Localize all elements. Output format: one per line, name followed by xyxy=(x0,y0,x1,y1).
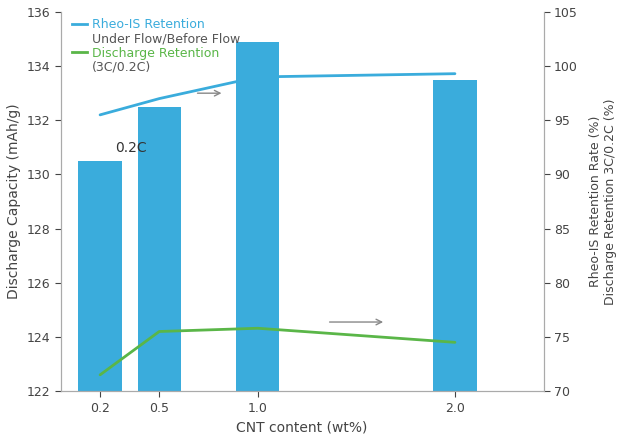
Bar xyxy=(79,161,122,391)
Bar xyxy=(236,42,280,391)
Bar xyxy=(137,107,181,391)
Y-axis label: Discharge Capacity (mAh/g): Discharge Capacity (mAh/g) xyxy=(7,104,21,299)
Legend: Rheo-IS Retention, Under Flow/Before Flow, Discharge Retention, (3C/0.2C): Rheo-IS Retention, Under Flow/Before Flo… xyxy=(72,18,240,74)
X-axis label: CNT content (wt%): CNT content (wt%) xyxy=(236,420,368,434)
Bar xyxy=(433,80,477,391)
Y-axis label: Rheo-IS Retention Rate (%)
Discharge Retention 3C/0.2C (%): Rheo-IS Retention Rate (%) Discharge Ret… xyxy=(589,98,617,305)
Text: 0.2C: 0.2C xyxy=(115,142,147,156)
